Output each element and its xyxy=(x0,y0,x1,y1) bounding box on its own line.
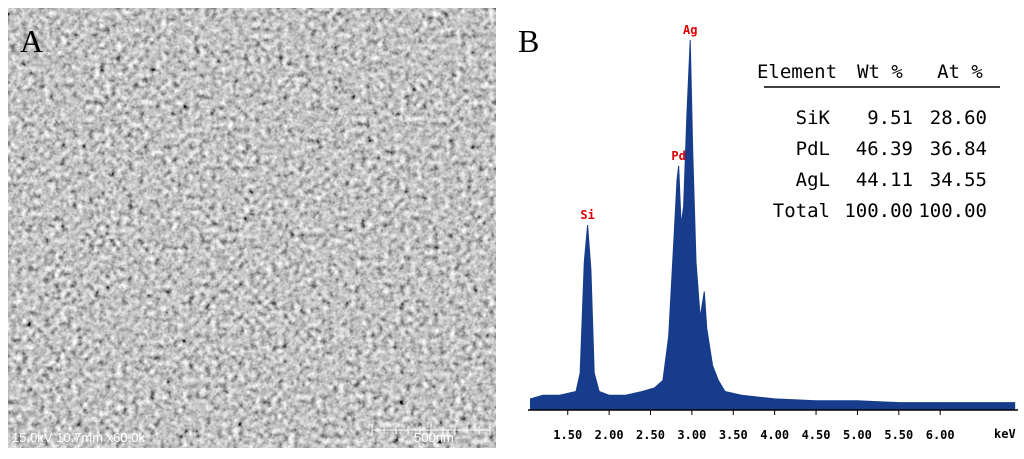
table-cell: AgL xyxy=(796,169,830,191)
peak-label: Ag xyxy=(683,23,697,37)
table-cell: 44.11 xyxy=(856,169,913,191)
panel-label: A xyxy=(20,23,43,59)
sem-info: 15.0kV 10.7mm x60.0k xyxy=(12,430,145,445)
x-tick-label: 5.50 xyxy=(884,428,913,442)
peak-label: Si xyxy=(580,208,594,222)
table-header: Element xyxy=(757,61,837,83)
x-tick-label: 3.00 xyxy=(677,428,706,442)
table-cell: 36.84 xyxy=(930,138,987,160)
x-tick-label: 2.00 xyxy=(595,428,624,442)
table-cell: 100.00 xyxy=(844,200,913,222)
x-tick-label: 1.50 xyxy=(553,428,582,442)
table-header: Wt % xyxy=(857,61,903,83)
x-tick-label: 4.00 xyxy=(760,428,789,442)
panel-label: B xyxy=(518,23,539,59)
sem-image xyxy=(8,8,496,448)
x-tick-label: 6.00 xyxy=(926,428,955,442)
table-header: At % xyxy=(937,61,983,83)
table-cell: 9.51 xyxy=(867,107,913,129)
table-cell: 46.39 xyxy=(856,138,913,160)
x-tick-label: 4.50 xyxy=(802,428,831,442)
peak-label: Pd xyxy=(671,149,685,163)
x-tick-label: 3.50 xyxy=(719,428,748,442)
table-cell: SiK xyxy=(796,107,831,129)
table-cell: 34.55 xyxy=(930,169,987,191)
x-tick-label: 5.00 xyxy=(843,428,872,442)
x-tick-label: 2.50 xyxy=(636,428,665,442)
table-cell: Total xyxy=(773,200,830,222)
x-unit: keV xyxy=(994,427,1016,441)
scale-label: 500nm xyxy=(414,430,454,445)
scale-bar xyxy=(371,424,491,436)
spectrum xyxy=(529,39,1016,411)
table-cell: 100.00 xyxy=(918,200,987,222)
table-cell: 28.60 xyxy=(930,107,987,129)
table-cell: PdL xyxy=(796,138,830,160)
